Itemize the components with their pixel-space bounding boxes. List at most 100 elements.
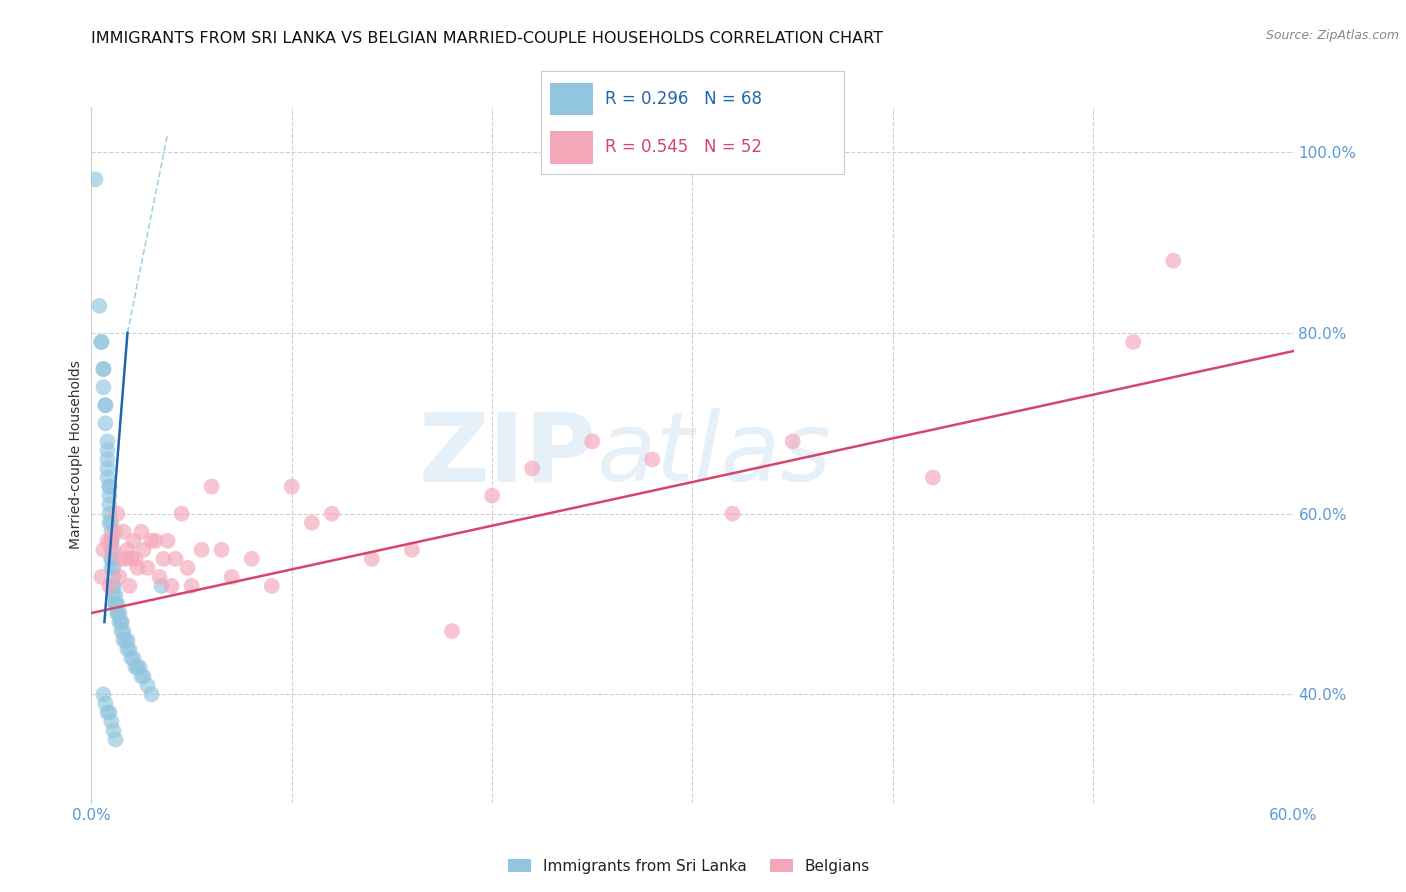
Point xyxy=(114,551,136,566)
Legend: Immigrants from Sri Lanka, Belgians: Immigrants from Sri Lanka, Belgians xyxy=(502,853,876,880)
Point xyxy=(170,507,193,521)
Point xyxy=(150,579,173,593)
Point xyxy=(98,479,121,493)
Point xyxy=(221,570,243,584)
Point xyxy=(93,687,115,701)
Point xyxy=(100,714,122,729)
Point xyxy=(156,533,179,548)
Point xyxy=(107,606,129,620)
Point xyxy=(96,452,118,467)
Point xyxy=(190,542,212,557)
Bar xyxy=(550,83,593,115)
Point xyxy=(103,579,125,593)
Point xyxy=(96,434,118,449)
Point xyxy=(90,334,112,349)
Point xyxy=(110,615,132,629)
Point xyxy=(94,398,117,412)
Point xyxy=(301,516,323,530)
Point xyxy=(98,507,121,521)
Point xyxy=(103,723,125,738)
Point xyxy=(440,624,463,639)
Point xyxy=(93,380,115,394)
Point xyxy=(1122,334,1144,349)
Point xyxy=(100,551,122,566)
Point xyxy=(136,561,159,575)
Point xyxy=(321,507,343,521)
Point xyxy=(152,551,174,566)
Point xyxy=(401,542,423,557)
Point xyxy=(100,533,122,548)
Text: R = 0.545   N = 52: R = 0.545 N = 52 xyxy=(605,138,762,156)
Point xyxy=(96,706,118,720)
Point xyxy=(93,362,115,376)
Point xyxy=(127,561,149,575)
Point xyxy=(112,524,135,539)
Point xyxy=(110,551,132,566)
Text: ZIP: ZIP xyxy=(419,409,596,501)
Point xyxy=(100,516,122,530)
Point xyxy=(108,615,131,629)
Point xyxy=(141,533,163,548)
Point xyxy=(131,669,153,683)
Point xyxy=(118,579,141,593)
Point xyxy=(94,697,117,711)
Point xyxy=(141,687,163,701)
Point xyxy=(103,588,125,602)
Point xyxy=(100,551,122,566)
Point xyxy=(782,434,804,449)
Point xyxy=(89,299,111,313)
Point xyxy=(104,597,127,611)
Point xyxy=(581,434,603,449)
Point xyxy=(240,551,263,566)
Bar xyxy=(550,131,593,163)
Point xyxy=(100,542,122,557)
Point xyxy=(260,579,283,593)
Point xyxy=(176,561,198,575)
Point xyxy=(281,479,304,493)
Point xyxy=(122,651,145,665)
Point xyxy=(1163,253,1185,268)
Point xyxy=(121,651,143,665)
Point xyxy=(104,732,127,747)
Point xyxy=(103,542,125,557)
Point xyxy=(131,524,153,539)
Point xyxy=(104,524,127,539)
Text: Source: ZipAtlas.com: Source: ZipAtlas.com xyxy=(1265,29,1399,42)
Point xyxy=(98,489,121,503)
Point xyxy=(96,461,118,475)
Point xyxy=(100,533,122,548)
Point xyxy=(522,461,544,475)
Point xyxy=(117,633,139,648)
Point xyxy=(100,561,122,575)
Point xyxy=(90,334,112,349)
Point xyxy=(922,470,945,484)
Point xyxy=(641,452,664,467)
Point xyxy=(117,542,139,557)
Point xyxy=(112,624,135,639)
Point xyxy=(118,642,141,657)
Point xyxy=(107,606,129,620)
Point xyxy=(93,542,115,557)
Point xyxy=(104,597,127,611)
Point xyxy=(122,533,145,548)
Point xyxy=(96,443,118,458)
Point xyxy=(103,561,125,575)
Point xyxy=(90,570,112,584)
Point xyxy=(98,706,121,720)
Point xyxy=(100,524,122,539)
Point xyxy=(165,551,187,566)
Point xyxy=(128,660,150,674)
Point xyxy=(132,669,155,683)
Point xyxy=(98,516,121,530)
Point xyxy=(96,533,118,548)
Point xyxy=(107,507,129,521)
Point xyxy=(108,570,131,584)
Point xyxy=(104,588,127,602)
Point xyxy=(211,542,233,557)
Point xyxy=(98,498,121,512)
Point xyxy=(112,633,135,648)
Point xyxy=(93,362,115,376)
Point xyxy=(98,579,121,593)
Point xyxy=(96,470,118,484)
Point xyxy=(94,398,117,412)
